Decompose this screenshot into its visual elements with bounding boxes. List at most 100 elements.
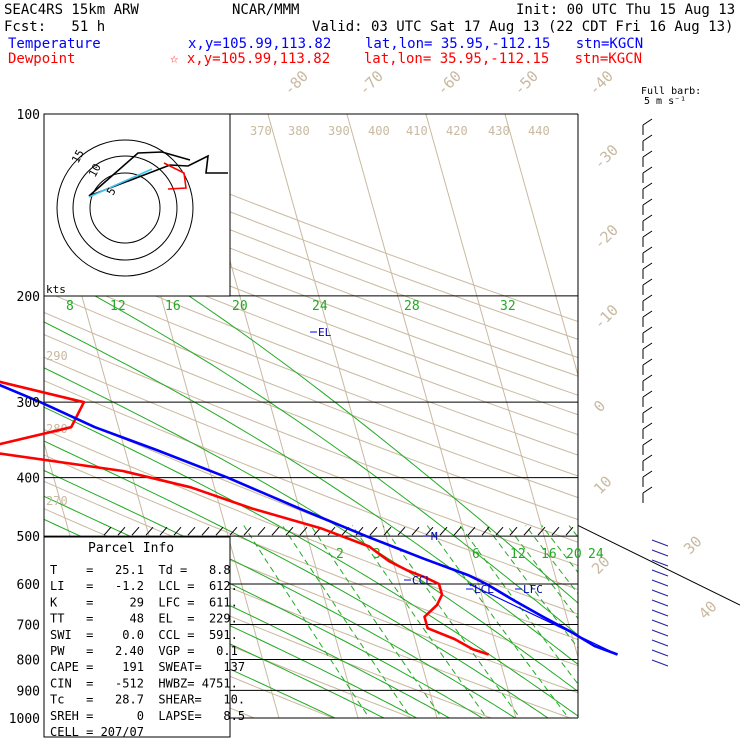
hatch-mark [159, 526, 168, 536]
temperature-location: x,y=105.99,113.82 lat,lon= 35.95,-112.15… [188, 36, 643, 52]
wind-barb-flag [642, 182, 653, 190]
isotherm [267, 114, 438, 718]
dry-adiabat [44, 380, 578, 591]
hodograph-trace-upper [88, 154, 228, 197]
theta-label: 400 [368, 124, 390, 138]
pressure-tick-500: 500 [17, 530, 40, 545]
mixing-ratio-line [310, 525, 443, 718]
wind-barb-flag [642, 470, 653, 478]
mixing-ratio-label: 6 [472, 547, 480, 562]
hatch-mark [285, 526, 294, 536]
isotherm-label: -10 [590, 301, 622, 333]
hatch-mark [453, 526, 462, 536]
hatch-mark [117, 526, 126, 536]
hatch-mark [565, 526, 574, 536]
mixing-ratio-label: 2 [336, 547, 344, 562]
wind-barb-flag [642, 326, 653, 334]
barb-key-units: 5 m s⁻¹ [644, 96, 686, 107]
mixing-ratio-line [243, 525, 370, 718]
wind-barb-flag [642, 294, 653, 302]
isotherm-label: 40 [695, 597, 721, 623]
hatch-mark [537, 526, 546, 536]
parcel-info-row: K = 29 LFC = 611. [50, 595, 238, 609]
temperature-label: Temperature [8, 36, 101, 52]
dry-adiabat [44, 269, 578, 477]
hodograph-ring-label-10: 10 [86, 162, 104, 180]
pressure-tick-400: 400 [17, 472, 40, 487]
parcel-info-row: T = 25.1 Td = 8.8 [50, 563, 231, 577]
mixing-ratio-label: 3 [373, 547, 381, 562]
wind-barb-flag [642, 262, 653, 270]
parcel-info-title: Parcel Info [88, 541, 174, 556]
hodograph-frame [43, 113, 231, 297]
level-annotations: EL M CCL LCL LFC [310, 326, 543, 596]
theta-label: 290 [46, 349, 68, 363]
mixing-ratio-label: 24 [312, 299, 328, 314]
dewpoint-location: ☆ x,y=105.99,113.82 lat,lon= 35.95,-112.… [170, 51, 642, 67]
hodograph-ring-10 [72, 155, 178, 261]
mixing-ratio-label: 28 [404, 299, 420, 314]
mixing-ratio-line [525, 525, 578, 595]
isotherm-label: -40 [585, 67, 617, 99]
hatch-mark [495, 526, 504, 536]
mixing-ratio-label: 12 [110, 299, 126, 314]
wind-barb-flag [642, 342, 653, 350]
mixing-ratio-label: 16 [165, 299, 181, 314]
parcel-info-row: Tc = 28.7 SHEAR= 10. [50, 693, 245, 707]
wind-barb-flag [642, 422, 653, 430]
mixing-ratio-label: 20 [232, 299, 248, 314]
forecast-hour: Fcst: 51 h [4, 19, 105, 35]
isotherm-label: 10 [590, 472, 616, 498]
dry-adiabat [44, 480, 578, 694]
wind-barb-flag [642, 438, 653, 446]
theta-label: 390 [328, 124, 350, 138]
hodograph-units: kts [46, 283, 66, 296]
hatch-mark [439, 526, 448, 536]
wind-barb-low [651, 599, 669, 607]
annotation-ccl: CCL [412, 574, 432, 587]
mixing-ratio-label: 16 [541, 547, 557, 562]
hatch-mark [145, 526, 154, 536]
hodograph-storm-motion [163, 162, 187, 190]
barb-key-title: Full barb: [641, 86, 701, 97]
wind-barb-flag [642, 390, 653, 398]
wind-barb-low [651, 539, 669, 547]
dry-adiabat [44, 356, 578, 567]
wind-barb-flag [642, 118, 653, 126]
moist-adiabat [44, 267, 578, 636]
hodograph-ring-15 [56, 139, 194, 277]
mixing-ratio-line [281, 525, 412, 718]
dry-adiabat [44, 248, 578, 456]
parcel-info-row: SWI = 0.0 CCL = 591. [50, 628, 238, 642]
moist-adiabat [44, 469, 517, 718]
parcel-info-row: CELL = 207/07 [50, 725, 144, 739]
dry-adiabat [44, 595, 335, 718]
hatch-mark [103, 526, 112, 536]
hatch-mark [243, 526, 252, 536]
wind-barb-flag [642, 278, 653, 286]
pressure-tick-600: 600 [17, 578, 40, 593]
theta-label: 440 [528, 124, 550, 138]
mixing-ratio-line [426, 525, 570, 718]
parcel-info-row: CIN = -512 HWBZ= 4751. [50, 676, 238, 690]
hatch-mark [271, 526, 280, 536]
dry-adiabat [44, 454, 578, 667]
annotation-el: EL [318, 326, 332, 339]
wind-barb-flag [642, 166, 653, 174]
isotherm-label: -60 [433, 67, 465, 99]
parcel-path [468, 583, 618, 656]
theta-label: 370 [250, 124, 272, 138]
dry-adiabat [44, 190, 578, 396]
moist-adiabat [44, 440, 549, 718]
parcel-info-row: TT = 48 EL = 229. [50, 612, 238, 626]
wind-barb-flag [642, 310, 653, 318]
sounding-profiles [0, 380, 618, 656]
dewpoint-profile [0, 380, 490, 656]
wind-barbs: Full barb: 5 m s⁻¹ [641, 86, 701, 667]
wind-barb-low [651, 589, 669, 597]
hatch-mark [299, 526, 308, 536]
wind-barb-low [651, 549, 669, 557]
temperature-profile [0, 383, 618, 656]
isotherm [655, 86, 740, 730]
